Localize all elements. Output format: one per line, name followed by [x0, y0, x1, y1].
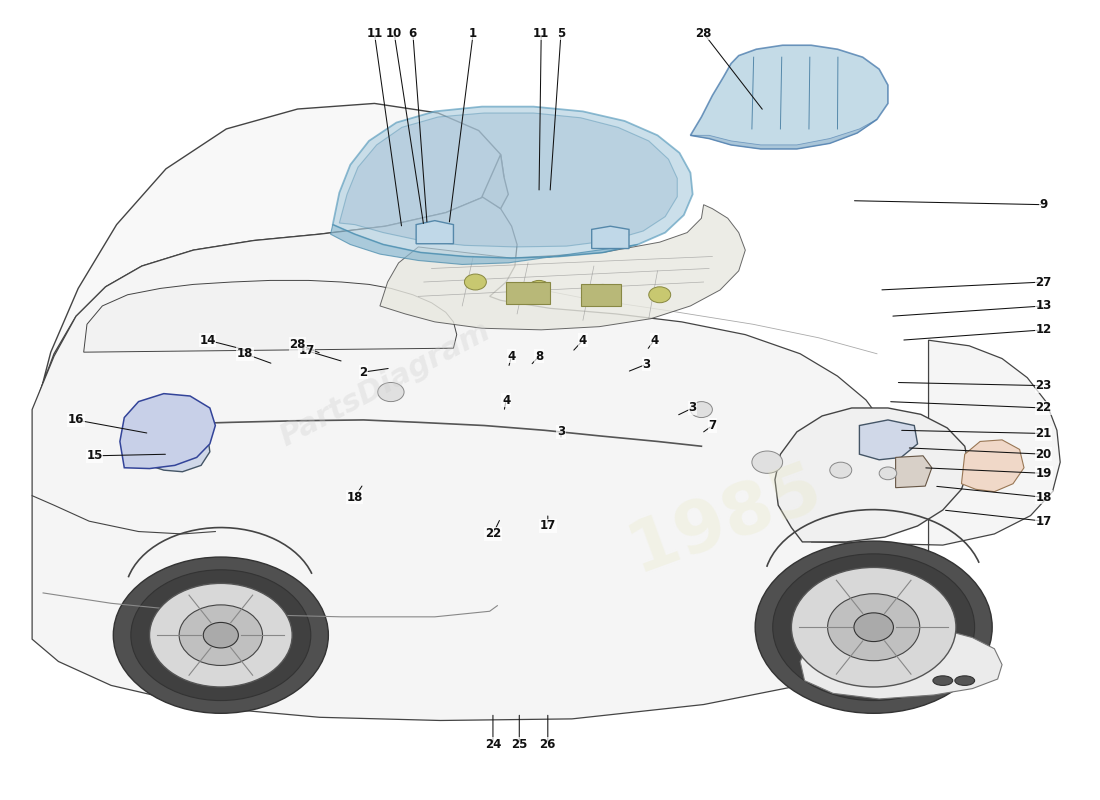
Circle shape	[791, 567, 956, 687]
Text: PartsDiagram: PartsDiagram	[275, 316, 496, 452]
Text: 20: 20	[1035, 448, 1052, 461]
Text: 12: 12	[1035, 323, 1052, 336]
Circle shape	[854, 613, 893, 642]
Text: 11: 11	[534, 26, 549, 40]
Text: 4: 4	[650, 334, 659, 346]
Polygon shape	[691, 119, 877, 149]
Text: 18: 18	[1035, 490, 1052, 504]
Text: 21: 21	[1035, 427, 1052, 440]
Circle shape	[827, 594, 920, 661]
Text: 14: 14	[199, 334, 216, 346]
Polygon shape	[34, 103, 504, 416]
Polygon shape	[581, 285, 622, 306]
Text: 28: 28	[289, 338, 306, 350]
Circle shape	[592, 285, 614, 300]
Circle shape	[772, 554, 975, 701]
Polygon shape	[32, 197, 1060, 721]
Text: 23: 23	[1035, 379, 1052, 392]
Text: 1: 1	[469, 26, 477, 40]
Polygon shape	[379, 205, 746, 330]
Text: 4: 4	[507, 350, 516, 362]
Text: 4: 4	[502, 394, 510, 406]
Polygon shape	[774, 408, 969, 542]
Polygon shape	[482, 154, 508, 209]
Circle shape	[131, 570, 311, 701]
Text: 9: 9	[1040, 198, 1048, 211]
Polygon shape	[142, 414, 197, 448]
Text: 11: 11	[366, 26, 383, 40]
Text: 6: 6	[409, 26, 417, 40]
Polygon shape	[142, 424, 210, 472]
Text: 17: 17	[540, 519, 556, 533]
Polygon shape	[800, 627, 1002, 699]
Circle shape	[113, 557, 329, 714]
Text: 2: 2	[360, 366, 367, 378]
Text: 24: 24	[485, 738, 502, 751]
Text: 22: 22	[485, 527, 502, 541]
Text: 25: 25	[512, 738, 528, 751]
Polygon shape	[691, 46, 888, 149]
Polygon shape	[416, 221, 453, 244]
Circle shape	[879, 467, 896, 480]
Circle shape	[649, 286, 671, 302]
Circle shape	[464, 274, 486, 290]
Text: 17: 17	[1035, 514, 1052, 528]
Text: 13: 13	[1035, 299, 1052, 313]
Circle shape	[752, 451, 782, 474]
Circle shape	[829, 462, 851, 478]
Polygon shape	[339, 113, 678, 247]
Polygon shape	[332, 106, 693, 258]
Circle shape	[377, 382, 404, 402]
Text: 18: 18	[346, 490, 363, 504]
Text: 22: 22	[1035, 402, 1052, 414]
Ellipse shape	[955, 676, 975, 686]
Polygon shape	[859, 420, 917, 460]
Circle shape	[691, 402, 713, 418]
Text: 7: 7	[708, 419, 716, 432]
Polygon shape	[506, 282, 550, 304]
Ellipse shape	[933, 676, 953, 686]
Text: 28: 28	[695, 26, 712, 40]
Text: 4: 4	[579, 334, 587, 346]
Text: 17: 17	[298, 344, 315, 357]
Text: 10: 10	[386, 26, 403, 40]
Polygon shape	[84, 281, 456, 352]
Polygon shape	[895, 456, 932, 488]
Text: 1985: 1985	[619, 453, 832, 586]
Text: 8: 8	[535, 350, 543, 362]
Text: 26: 26	[540, 738, 556, 751]
Polygon shape	[120, 394, 216, 469]
Circle shape	[528, 281, 550, 296]
Polygon shape	[961, 440, 1024, 492]
Polygon shape	[592, 226, 629, 249]
Text: 3: 3	[642, 358, 650, 370]
Text: 3: 3	[689, 402, 696, 414]
Circle shape	[179, 605, 263, 666]
Text: 5: 5	[557, 26, 565, 40]
Circle shape	[756, 541, 992, 714]
Text: 16: 16	[68, 414, 85, 426]
Circle shape	[204, 622, 239, 648]
Circle shape	[150, 583, 293, 687]
Text: 27: 27	[1035, 275, 1052, 289]
Text: 19: 19	[1035, 467, 1052, 480]
Text: 18: 18	[236, 347, 253, 360]
Polygon shape	[331, 225, 638, 265]
Text: 15: 15	[87, 450, 102, 462]
Text: 3: 3	[557, 426, 565, 438]
